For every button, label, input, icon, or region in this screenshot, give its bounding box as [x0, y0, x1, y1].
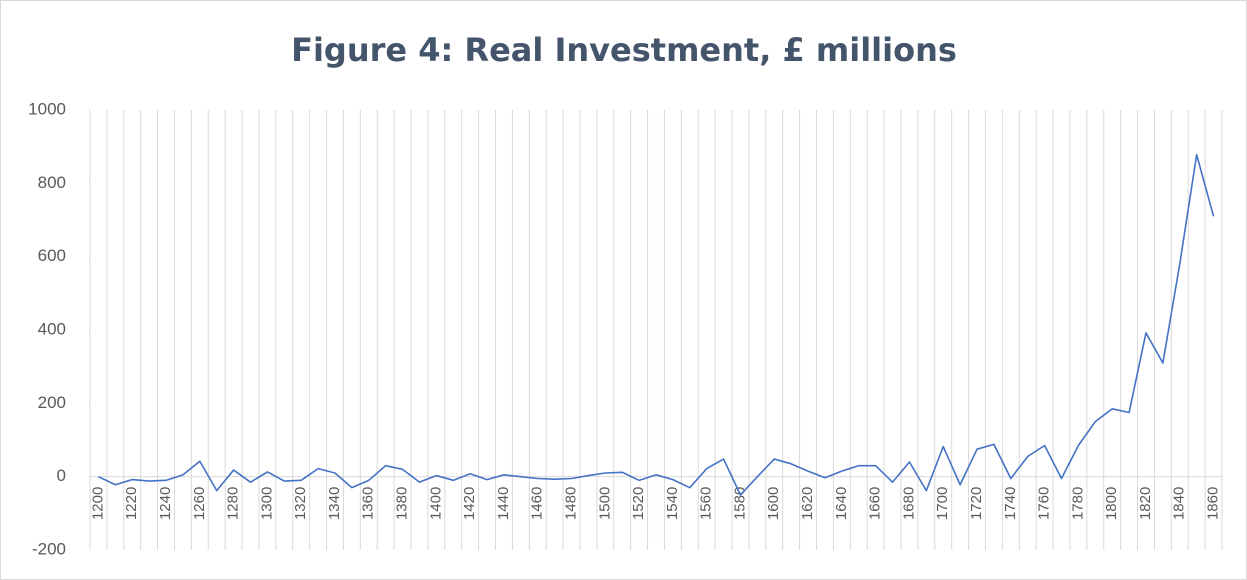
x-tick-label: 1500 — [596, 487, 613, 520]
x-tick-label: 1740 — [1002, 487, 1019, 520]
x-tick-label: 1300 — [258, 487, 275, 520]
x-tick-label: 1420 — [461, 487, 478, 520]
x-tick-label: 1620 — [799, 487, 816, 520]
x-tick-label: 1820 — [1137, 487, 1154, 520]
x-tick-label: 1360 — [360, 487, 377, 520]
y-tick-label: -200 — [32, 539, 66, 558]
chart-title: Figure 4: Real Investment, £ millions — [291, 31, 957, 69]
x-tick-label: 1700 — [934, 487, 951, 520]
x-tick-label: 1220 — [123, 487, 140, 520]
data-line — [98, 153, 1215, 496]
x-tick-label: 1440 — [495, 487, 512, 520]
x-tick-label: 1340 — [326, 487, 343, 520]
x-tick-label: 1580 — [731, 487, 748, 520]
x-tick-label: 1400 — [427, 487, 444, 520]
x-tick-label: 1800 — [1103, 487, 1120, 520]
x-tick-label: 1720 — [968, 487, 985, 520]
x-tick-label: 1540 — [664, 487, 681, 520]
y-tick-label: 200 — [38, 393, 66, 412]
x-tick-label: 1200 — [89, 487, 106, 520]
y-tick-label: 0 — [57, 466, 66, 485]
x-tick-label: 1560 — [698, 487, 715, 520]
x-tick-label: 1760 — [1036, 487, 1053, 520]
x-tick-label: 1260 — [191, 487, 208, 520]
x-tick-label: 1840 — [1171, 487, 1188, 520]
x-tick-label: 1320 — [292, 487, 309, 520]
x-tick-label: 1860 — [1205, 487, 1222, 520]
x-tick-label: 1480 — [562, 487, 579, 520]
x-tick-label: 1600 — [765, 487, 782, 520]
x-tick-label: 1520 — [630, 487, 647, 520]
x-tick-label: 1640 — [833, 487, 850, 520]
y-tick-label: 1000 — [28, 99, 66, 118]
x-tick-label: 1680 — [900, 487, 917, 520]
x-tick-label: 1460 — [529, 487, 546, 520]
x-tick-label: 1380 — [394, 487, 411, 520]
x-tick-label: 1780 — [1069, 487, 1086, 520]
x-tick-label: 1280 — [225, 487, 242, 520]
y-tick-label: 400 — [38, 319, 66, 338]
y-tick-label: 800 — [38, 173, 66, 192]
x-tick-label: 1240 — [157, 487, 174, 520]
x-tick-label: 1660 — [867, 487, 884, 520]
y-tick-label: 600 — [38, 246, 66, 265]
